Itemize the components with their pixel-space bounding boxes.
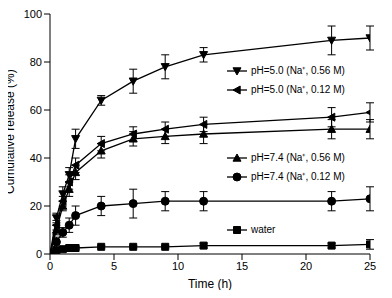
svg-text:Time (h): Time (h) — [188, 277, 232, 290]
svg-text:20: 20 — [30, 200, 42, 212]
html-text:pH=7.4 (Na⁺, 0.12 M): pH=7.4 (Na⁺, 0.12 M) — [251, 171, 345, 182]
html-text:pH=7.4 (Na⁺, 0.56 M): pH=7.4 (Na⁺, 0.56 M) — [251, 152, 345, 163]
svg-text:5: 5 — [111, 260, 117, 272]
svg-text:Cumulative release (%): Cumulative release (%) — [8, 69, 17, 194]
svg-text:15: 15 — [236, 260, 248, 272]
svg-text:40: 40 — [30, 152, 42, 164]
svg-text:60: 60 — [30, 104, 42, 116]
svg-text:100: 100 — [24, 8, 42, 20]
svg-text:80: 80 — [30, 56, 42, 68]
html-text:pH=5.0 (Na⁺, 0.12 M): pH=5.0 (Na⁺, 0.12 M) — [251, 84, 345, 95]
html-text:pH=5.0 (Na⁺, 0.56 M): pH=5.0 (Na⁺, 0.56 M) — [251, 65, 345, 76]
svg-text:25: 25 — [364, 260, 376, 272]
svg-text:10: 10 — [172, 260, 184, 272]
html-text:water: water — [251, 224, 276, 235]
svg-text:0: 0 — [47, 260, 53, 272]
svg-text:0: 0 — [36, 248, 42, 260]
svg-text:20: 20 — [300, 260, 312, 272]
